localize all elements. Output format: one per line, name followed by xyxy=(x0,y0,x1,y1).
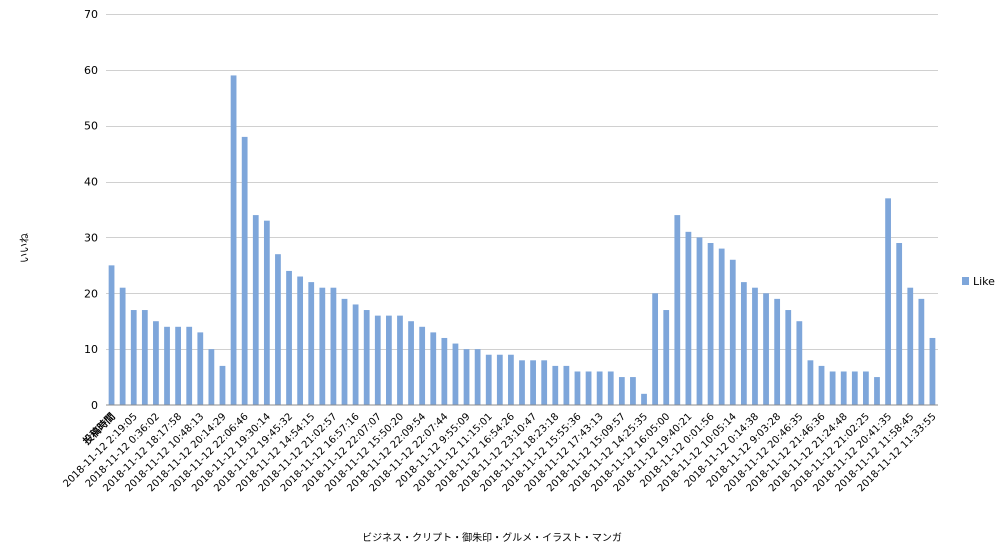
bar xyxy=(119,287,126,405)
y-tick-label: 50 xyxy=(84,120,98,133)
bar xyxy=(386,315,392,405)
legend: Like xyxy=(962,275,995,288)
bar xyxy=(108,265,115,405)
y-tick-label: 10 xyxy=(84,343,98,356)
bar xyxy=(430,332,437,405)
x-axis-title: ビジネス・クリプト・御朱印・グルメ・イラスト・マンガ xyxy=(362,531,622,544)
bar xyxy=(863,371,869,405)
bar xyxy=(508,354,514,405)
bar xyxy=(397,315,403,405)
bar xyxy=(740,282,747,405)
bar xyxy=(319,287,326,405)
bar xyxy=(752,287,758,405)
bar xyxy=(519,360,525,405)
bar xyxy=(297,276,304,405)
bar xyxy=(552,365,559,405)
legend-label-like: Like xyxy=(973,275,995,288)
bar xyxy=(718,248,725,405)
y-tick-label: 20 xyxy=(84,287,98,300)
bar xyxy=(918,298,925,405)
bar xyxy=(252,215,259,405)
bar xyxy=(874,377,880,405)
y-tick-label: 30 xyxy=(84,231,98,244)
bar xyxy=(896,243,903,405)
bar xyxy=(818,365,825,405)
bar xyxy=(230,75,237,405)
bar xyxy=(141,310,148,405)
bar xyxy=(153,321,159,405)
bar xyxy=(840,371,847,405)
bar xyxy=(452,343,459,405)
y-tick-label: 40 xyxy=(84,176,98,189)
y-tick-label: 70 xyxy=(84,8,98,21)
bar xyxy=(441,337,448,405)
bar xyxy=(175,326,181,405)
bar xyxy=(130,310,137,405)
bar xyxy=(485,354,492,405)
bar xyxy=(851,371,858,405)
bar xyxy=(574,371,581,405)
bar xyxy=(219,365,226,405)
bar xyxy=(885,198,891,405)
bar xyxy=(807,360,814,405)
bar xyxy=(630,377,636,405)
bar xyxy=(763,293,769,405)
bar xyxy=(241,136,248,405)
bar xyxy=(308,282,315,405)
bar xyxy=(596,371,603,405)
bar xyxy=(463,349,470,405)
bar xyxy=(652,293,659,405)
legend-swatch-like xyxy=(962,277,969,285)
y-axis-title: いいね xyxy=(19,233,31,263)
bar xyxy=(563,365,570,405)
bar xyxy=(785,310,792,405)
bar xyxy=(663,310,670,405)
bar xyxy=(674,215,681,405)
bar xyxy=(363,310,370,405)
bar xyxy=(530,360,536,405)
bar xyxy=(408,321,414,405)
bar xyxy=(208,349,215,405)
bar xyxy=(330,287,337,405)
bar xyxy=(829,371,836,405)
bar xyxy=(607,371,614,405)
bar xyxy=(696,237,703,405)
bar xyxy=(186,326,193,405)
bar xyxy=(585,371,592,405)
bar xyxy=(341,298,348,405)
bar xyxy=(729,259,736,405)
bar xyxy=(286,270,292,405)
bar xyxy=(796,321,803,405)
bar xyxy=(685,231,692,405)
y-tick-label: 0 xyxy=(91,399,98,412)
bar xyxy=(641,393,647,405)
bar xyxy=(774,298,781,405)
y-axis-ticks: 0 10 20 30 40 50 60 70 xyxy=(84,8,98,412)
bar xyxy=(263,220,270,405)
bar xyxy=(419,326,426,405)
bar xyxy=(164,326,170,405)
bar xyxy=(496,354,503,405)
bar xyxy=(474,349,481,405)
bar xyxy=(907,287,914,405)
bar xyxy=(352,304,359,405)
y-tick-label: 60 xyxy=(84,64,98,77)
bars xyxy=(108,75,936,405)
bar xyxy=(707,243,714,405)
bar xyxy=(275,254,281,405)
bar xyxy=(374,315,381,405)
bar xyxy=(618,377,625,405)
bar xyxy=(197,332,204,405)
bar xyxy=(929,337,936,405)
bar xyxy=(541,360,548,405)
